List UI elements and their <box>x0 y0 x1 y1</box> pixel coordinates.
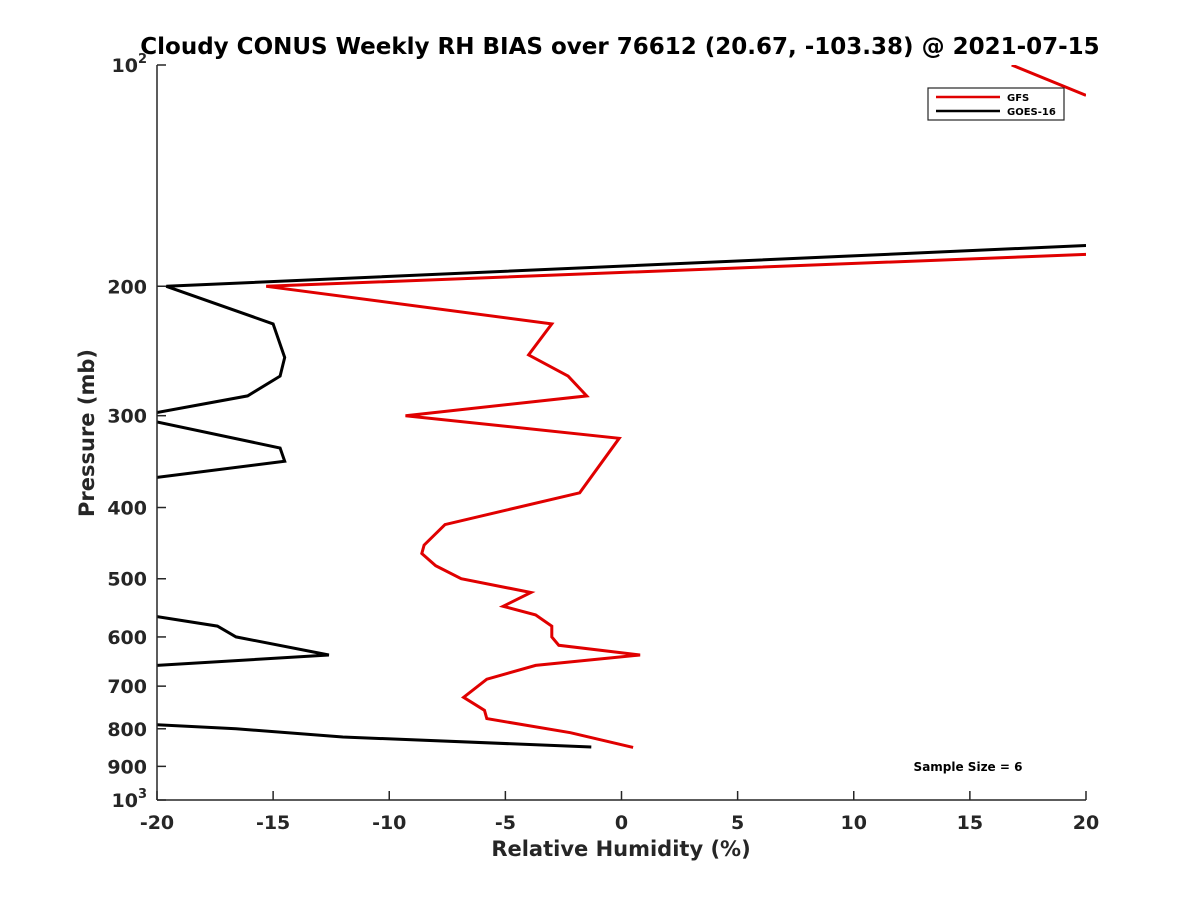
x-tick-label: -10 <box>372 812 406 834</box>
series-goes-16-line-3 <box>157 615 330 667</box>
y-tick-base: 10 <box>112 55 138 77</box>
y-tick-label: 800 <box>107 719 147 741</box>
y-axis-label: Pressure (mb) <box>75 349 99 517</box>
axes <box>156 65 1086 801</box>
sample-size-annotation: Sample Size = 6 <box>914 760 1023 774</box>
x-ticks: -20 -15 -10 -5 0 5 10 15 20 <box>140 791 1099 834</box>
y-tick-label: 200 <box>107 276 147 298</box>
y-tick-label: 900 <box>107 756 147 778</box>
y-tick-label: 103 <box>112 787 148 812</box>
series-gfs-line-1 <box>1011 65 1086 97</box>
y-tick-label: 300 <box>107 406 147 428</box>
y-tick-label: 700 <box>107 676 147 698</box>
series-gfs-line-2 <box>266 252 1086 749</box>
x-tick-label: 0 <box>615 812 628 834</box>
x-tick-label: -15 <box>256 812 290 834</box>
y-tick-label: 600 <box>107 627 147 649</box>
x-tick-label: 5 <box>731 812 744 834</box>
x-tick-label: 10 <box>841 812 867 834</box>
series-goes-16-line-4 <box>157 723 592 749</box>
y-tick-exponent: 2 <box>138 52 147 67</box>
series-goes-16-line-1 <box>157 244 1086 414</box>
chart-title: Cloudy CONUS Weekly RH BIAS over 76612 (… <box>140 34 1099 60</box>
x-tick-label: 20 <box>1073 812 1099 834</box>
y-tick-base: 10 <box>112 790 138 812</box>
y-tick-label: 102 <box>112 52 148 77</box>
legend-box <box>927 87 1065 121</box>
series-goes-16-line-2 <box>157 420 287 479</box>
series-layer <box>157 65 1086 749</box>
y-tick-label: 400 <box>107 498 147 520</box>
x-tick-label: -5 <box>495 812 516 834</box>
y-tick-exponent: 3 <box>138 787 147 802</box>
x-axis-label: Relative Humidity (%) <box>491 837 750 861</box>
legend: GFS GOES-16 <box>927 87 1065 121</box>
y-tick-label: 500 <box>107 569 147 591</box>
legend-label-goes-16: GOES-16 <box>1007 107 1056 118</box>
x-tick-label: 15 <box>957 812 983 834</box>
x-tick-label: -20 <box>140 812 174 834</box>
legend-label-gfs: GFS <box>1007 93 1029 104</box>
